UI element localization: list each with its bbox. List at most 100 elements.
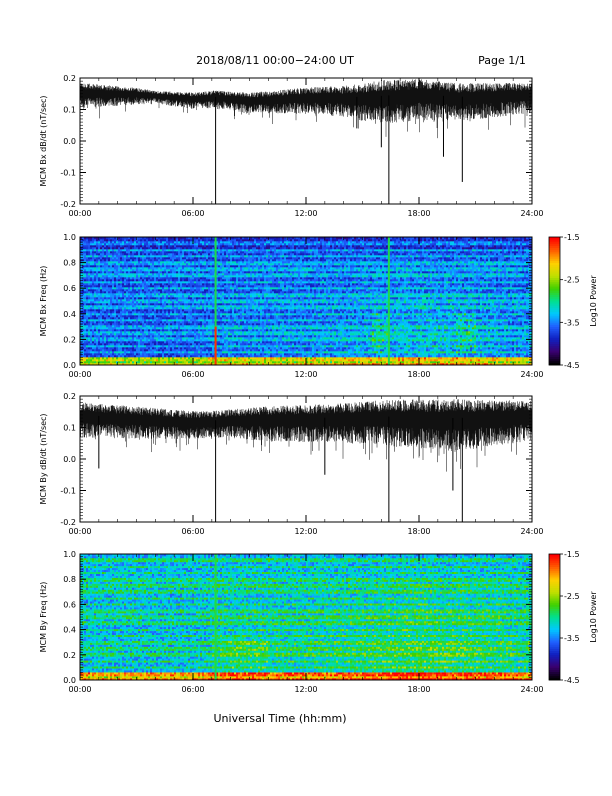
- bx-spectrogram-cell: [300, 327, 302, 329]
- bx-spectrogram-cell: [150, 331, 152, 333]
- bx-spectrogram-cell: [156, 345, 158, 347]
- bx-spectrogram-cell: [522, 351, 524, 353]
- bx-spectrogram-cell: [134, 325, 136, 327]
- bx-spectrogram-cell: [322, 357, 324, 359]
- bx-spectrogram-cell: [84, 355, 86, 357]
- bx-spectrogram-cell: [92, 333, 94, 335]
- bx-spectrogram-cell: [202, 337, 204, 339]
- bx-spectrogram-cell: [236, 361, 238, 363]
- bx-spectrogram-cell: [350, 345, 352, 347]
- bx-spectrogram-cell: [274, 353, 276, 355]
- bx-spectrogram-cell: [480, 325, 482, 327]
- bx-spectrogram-cell: [464, 339, 466, 341]
- bx-spectrogram-cell: [500, 327, 502, 329]
- bx-spectrogram-cell: [400, 335, 402, 337]
- bx-spectrogram-cell: [504, 351, 506, 353]
- bx-spectrogram-cell: [146, 355, 148, 357]
- bx-spectrogram-cell: [112, 347, 114, 349]
- bx-spectrogram-cell: [432, 355, 434, 357]
- bx-spectrogram-cell: [502, 351, 504, 353]
- bx-spectrogram-cell: [510, 341, 512, 343]
- bx-spectrogram-cell: [136, 359, 138, 361]
- bx-spectrogram-cell: [110, 335, 112, 337]
- bx-spectrogram-cell: [104, 355, 106, 357]
- bx-spectrogram-cell: [184, 331, 186, 333]
- bx-spectrogram-cell: [342, 355, 344, 357]
- bx-spectrogram-cell: [464, 323, 466, 325]
- bx-spectrogram-cell: [272, 347, 274, 349]
- bx-spectrogram-cell: [426, 327, 428, 329]
- bx-spectrogram-cell: [516, 343, 518, 345]
- bx-spectrogram-cell: [508, 341, 510, 343]
- bx-spectrogram-cell: [86, 339, 88, 341]
- bx-spectrogram-cell: [84, 323, 86, 325]
- bx-spectrogram-cell: [290, 331, 292, 333]
- bx-spectrogram-cell: [458, 339, 460, 341]
- bx-spectrogram-cell: [154, 353, 156, 355]
- bx-spectrogram-cell: [254, 361, 256, 363]
- bx-spectrogram-cell: [450, 331, 452, 333]
- bx-spectrogram-cell: [526, 347, 528, 349]
- bx-spectrogram-cell: [180, 335, 182, 337]
- bx-spectrogram-cell: [442, 343, 444, 345]
- bx-spectrogram-cell: [458, 323, 460, 325]
- bx-spectrogram-cell: [266, 329, 268, 331]
- bx-spectrogram-cell: [416, 355, 418, 357]
- bx-spectrogram-cell: [176, 361, 178, 363]
- bx-spectrogram-cell: [288, 335, 290, 337]
- bx-spectrogram-cell: [512, 355, 514, 357]
- bx-spectrogram-cell: [360, 361, 362, 363]
- bx-spectrogram-cell: [454, 331, 456, 333]
- bx-spectrogram-cell: [264, 361, 266, 363]
- bx-spectrogram-cell: [462, 323, 464, 325]
- bx-spectrogram-cell: [106, 355, 108, 357]
- bx-spectrogram-cell: [348, 341, 350, 343]
- bx-spectrogram-cell: [294, 361, 296, 363]
- bx-spectrogram-cell: [92, 335, 94, 337]
- bx-spectrogram-cell: [470, 343, 472, 345]
- bx-spectrogram-cell: [382, 349, 384, 351]
- bx-spectrogram-cell: [196, 343, 198, 345]
- bx-spectrogram-cell: [98, 351, 100, 353]
- bx-spectrogram-cell: [394, 337, 396, 339]
- bx-spectrogram-cell: [524, 343, 526, 345]
- bx-spectrogram-cell: [92, 327, 94, 329]
- bx-spectrogram-cell: [446, 335, 448, 337]
- bx-spectrogram-cell: [328, 355, 330, 357]
- bx-spectrogram-cell: [406, 339, 408, 341]
- bx-spectrogram-cell: [86, 327, 88, 329]
- bx-spectrogram-cell: [98, 359, 100, 361]
- bx-spectrogram-cell: [310, 359, 312, 361]
- bx-spectrogram-cell: [468, 337, 470, 339]
- bx-spectrogram-cell: [118, 357, 120, 359]
- bx-spectrogram-cell: [432, 353, 434, 355]
- bx-spectrogram-cell: [192, 341, 194, 343]
- bx-spectrogram-cell: [148, 325, 150, 327]
- bx-spectrogram-cell: [210, 347, 212, 349]
- bx-spectrogram-cell: [300, 345, 302, 347]
- bx-spectrogram-cell: [150, 325, 152, 327]
- bx-spectrogram-cell: [228, 345, 230, 347]
- bx-spectrogram-cell: [88, 331, 90, 333]
- bx-spectrogram-cell: [348, 361, 350, 363]
- bx-spectrogram-cell: [108, 341, 110, 343]
- bx-spectrogram-cell: [172, 329, 174, 331]
- bx-spectrogram-cell: [238, 329, 240, 331]
- bx-spectrogram-cell: [358, 335, 360, 337]
- bx-spectrogram-cell: [224, 331, 226, 333]
- bx-spectrogram-cell: [368, 339, 370, 341]
- bx-spectrogram-cell: [250, 323, 252, 325]
- bx-spectrogram-cell: [92, 359, 94, 361]
- bx-spectrogram-cell: [234, 323, 236, 325]
- bx-spectrogram-cell: [188, 341, 190, 343]
- bx-spectrogram-cell: [446, 359, 448, 361]
- bx-spectrogram-cell: [402, 339, 404, 341]
- bx-spectrogram-cell: [134, 341, 136, 343]
- bx-spectrogram-cell: [198, 341, 200, 343]
- bx-spectrogram-cell: [142, 353, 144, 355]
- bx-spectrogram-cell: [320, 357, 322, 359]
- bx-spectrogram-cell: [472, 347, 474, 349]
- bx-spectrogram-cell: [232, 343, 234, 345]
- bx-spectrogram-cell: [522, 357, 524, 359]
- bx-spectrogram-cell: [266, 331, 268, 333]
